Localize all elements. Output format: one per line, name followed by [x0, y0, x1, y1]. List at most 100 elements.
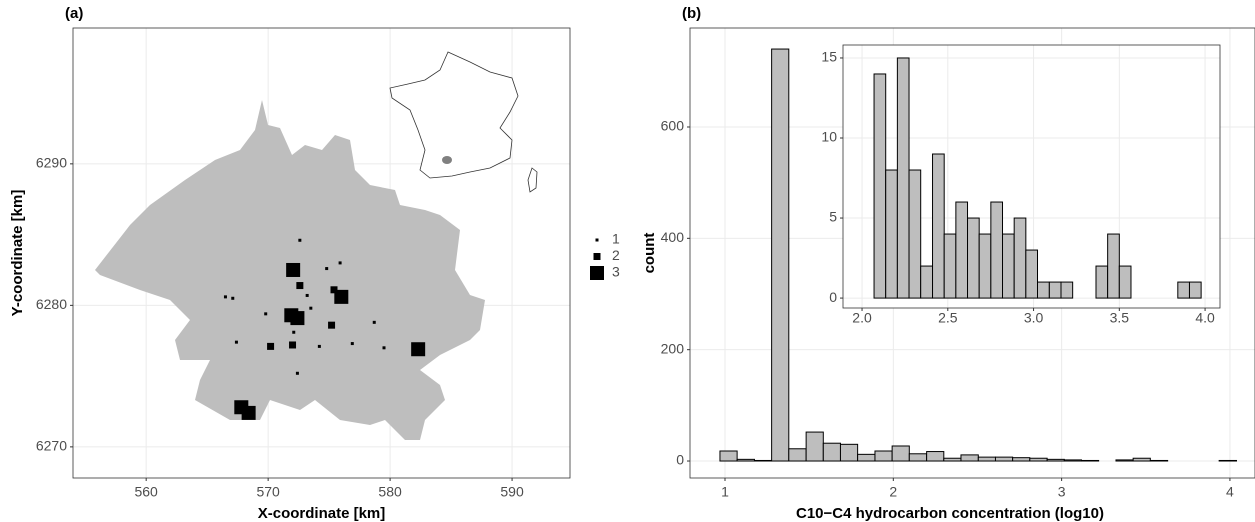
point	[286, 262, 301, 277]
bar	[874, 450, 893, 462]
point	[223, 295, 227, 299]
point	[328, 321, 336, 329]
bar	[885, 169, 898, 299]
y-tick-label: 6280	[36, 296, 67, 312]
bar	[926, 451, 945, 462]
bar	[1029, 457, 1048, 462]
y-tick-label: 200	[661, 340, 685, 356]
panel-label: (b)	[682, 5, 701, 22]
x-tick-label: 4.0	[1195, 310, 1215, 326]
point	[234, 340, 238, 344]
bar	[873, 73, 887, 299]
y-tick-label: 6270	[36, 438, 67, 454]
point	[296, 282, 304, 290]
bar	[857, 453, 876, 462]
x-tick-label: 2	[889, 484, 897, 500]
bar	[805, 431, 824, 462]
point	[267, 342, 275, 350]
bar	[1002, 233, 1015, 299]
bar	[891, 445, 910, 462]
panel-border	[689, 27, 1255, 479]
bar	[1218, 459, 1237, 462]
bar	[1025, 249, 1039, 299]
panel-border	[842, 44, 1221, 309]
bar	[1188, 281, 1202, 299]
point	[411, 342, 426, 357]
point	[264, 312, 268, 316]
bar	[1115, 459, 1134, 462]
bar	[771, 48, 790, 462]
bar	[1107, 233, 1120, 299]
bar	[994, 456, 1014, 462]
point	[289, 341, 297, 349]
bar	[1013, 217, 1027, 299]
x-tick-label: 4	[1226, 484, 1234, 500]
point	[317, 344, 321, 348]
y-tick-label: 5	[829, 209, 837, 225]
bar	[1048, 281, 1062, 299]
bar	[1012, 457, 1031, 462]
point	[334, 289, 349, 304]
corsica-outline	[527, 167, 538, 193]
bar	[753, 459, 773, 462]
bar	[1063, 459, 1082, 462]
point	[350, 342, 354, 346]
bar	[736, 458, 755, 462]
france-outline	[389, 51, 519, 179]
bar	[1060, 281, 1074, 299]
y-axis-label: Y-coordinate [km]	[9, 190, 26, 317]
bar	[839, 443, 859, 462]
point	[290, 311, 305, 326]
point	[298, 238, 302, 242]
bar	[978, 233, 992, 299]
point	[338, 261, 342, 265]
bar	[960, 454, 979, 462]
bar	[1095, 265, 1109, 299]
x-tick-label: 2.0	[852, 310, 872, 326]
y-tick-label: 15	[821, 49, 837, 65]
x-tick-label: 3.0	[1024, 310, 1044, 326]
point	[330, 286, 338, 294]
legend-label: 2	[612, 247, 620, 263]
bar	[920, 265, 934, 299]
legend-key	[593, 253, 601, 260]
x-axis-label: X-coordinate [km]	[258, 505, 386, 522]
bar	[1132, 457, 1151, 462]
x-axis-label: C10−C4 hydrocarbon concentration (log10)	[796, 505, 1104, 522]
bar	[1037, 281, 1050, 299]
study-location	[442, 156, 452, 164]
panel-border	[72, 27, 571, 479]
legend-key	[590, 266, 604, 280]
bar	[1046, 458, 1065, 462]
point	[231, 296, 235, 300]
bar	[955, 201, 969, 299]
bar	[1118, 265, 1132, 299]
bar	[719, 450, 738, 462]
legend-label: 1	[612, 231, 620, 247]
bar	[967, 217, 980, 299]
point	[382, 346, 386, 350]
bar	[932, 153, 945, 299]
y-axis-label: count	[641, 233, 658, 274]
x-tick-label: 580	[378, 484, 402, 500]
y-tick-label: 10	[821, 129, 837, 145]
bar	[990, 201, 1004, 299]
panel-label: (a)	[65, 5, 83, 22]
bar	[1080, 459, 1100, 462]
bar	[977, 456, 996, 462]
point	[295, 371, 299, 375]
x-tick-label: 590	[500, 484, 524, 500]
point	[241, 405, 256, 420]
bar	[943, 233, 957, 299]
point	[325, 267, 329, 271]
x-tick-label: 570	[256, 484, 280, 500]
bar	[908, 453, 928, 462]
bar	[1149, 459, 1169, 462]
x-tick-label: 2.5	[938, 310, 958, 326]
bar	[822, 442, 841, 462]
y-tick-label: 0	[676, 452, 684, 468]
legend-key	[595, 238, 599, 242]
bar	[896, 57, 910, 299]
y-tick-label: 6290	[36, 155, 67, 171]
